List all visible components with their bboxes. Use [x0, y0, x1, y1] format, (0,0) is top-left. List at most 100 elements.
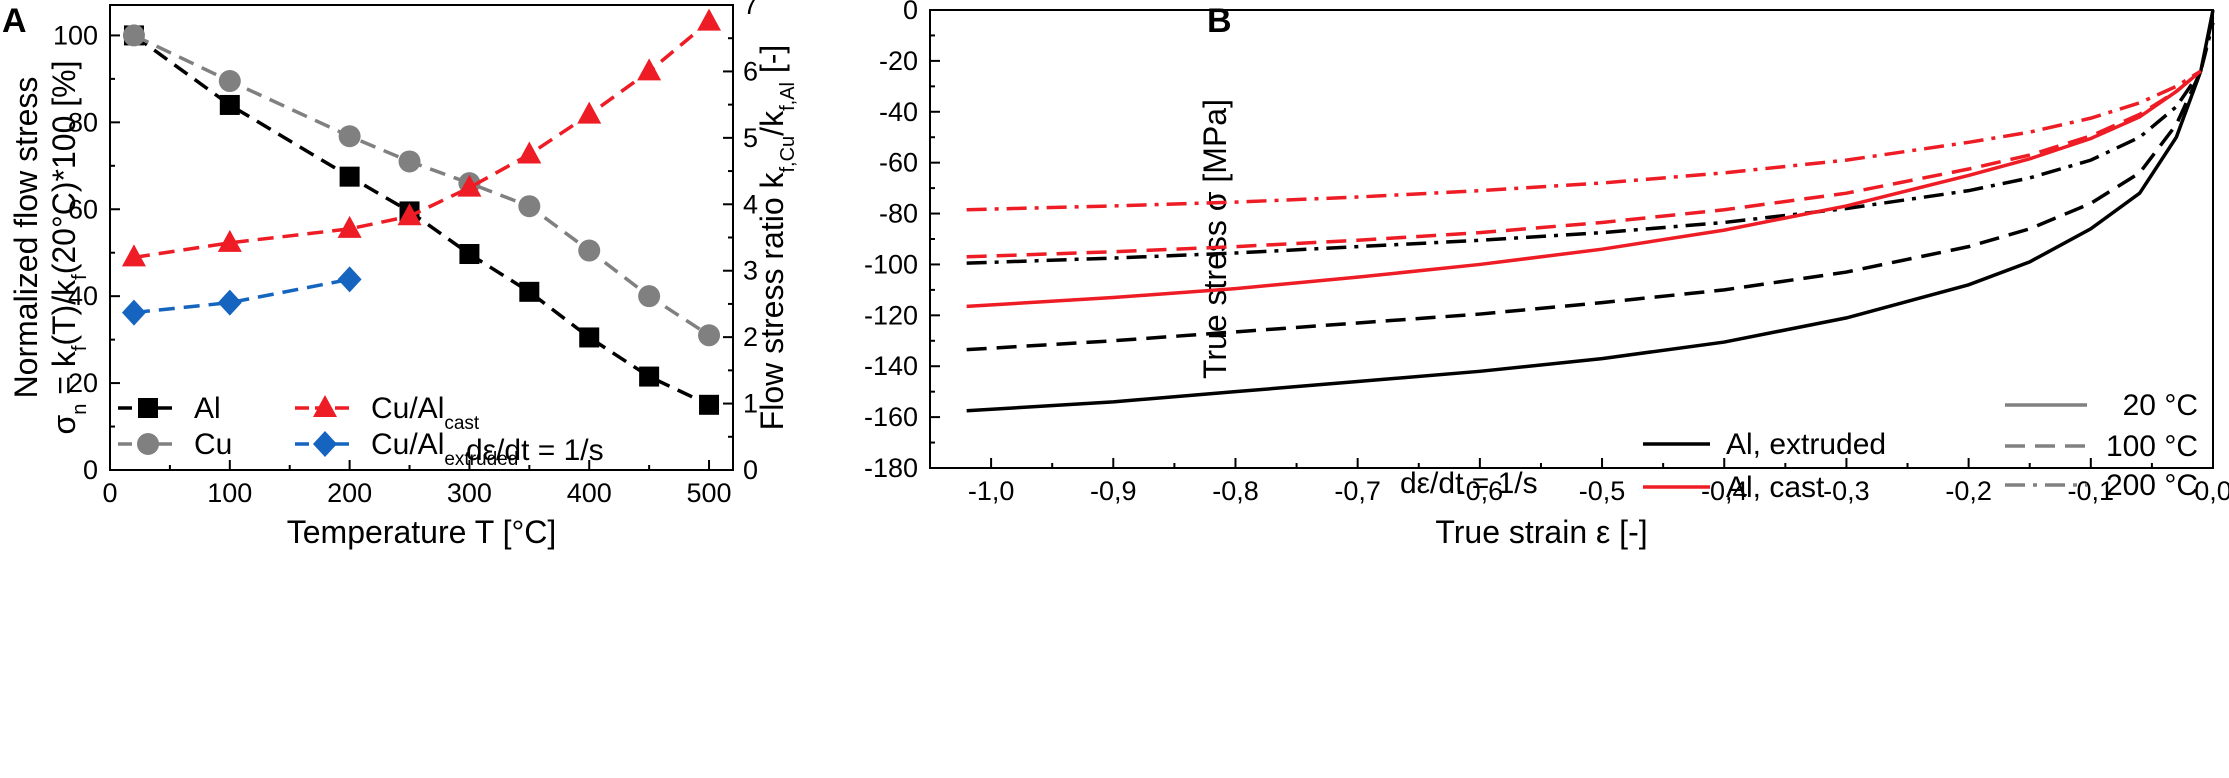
panel-a-y2-tick-label: 1	[743, 389, 758, 419]
panel-a-legend-entry-al: Al	[118, 392, 221, 425]
panel-a-y-tick-label: 40	[68, 281, 98, 311]
panel-a-legend-label: Cu/Alextruded	[371, 428, 518, 470]
panel-a-y-axis-title-part: (20°C)*100 [%]	[46, 61, 82, 275]
panel-b-chart: -1,0 -0,9 -0,8 -0,7 -0,6 -0,5 -0,4 -0,3 -0,2 -0,1…	[864, 0, 2229, 550]
panel-b-x-tick-label: -0,8	[1212, 476, 1259, 506]
panel-a-legend-entry-cu: Cu	[118, 428, 232, 461]
panel-a-data-point	[518, 195, 541, 218]
panel-a-chart: 0 100 200 300 400 500 0 20 40 60 80 100 0 1 2 3 4 5 6 7 Temp…	[8, 0, 799, 550]
panel-a-y-axis-title-part: σ	[46, 415, 82, 435]
panel-b-legend-label: Al, extruded	[1726, 428, 1886, 461]
panel-a-x-tick-label: 300	[447, 478, 492, 508]
panel-a-legend-label-subscript: extruded	[444, 449, 518, 470]
panel-a-legend-label: Al	[194, 392, 221, 425]
panel-a-legend-label-subscript: cast	[444, 413, 480, 434]
panel-b-y-axis-title: True stress σ [MPa]	[1197, 99, 1233, 379]
panel-a-y2-axis-title-subscript: f,Al	[777, 82, 799, 111]
panel-a-y2-axis-title-subscript: f,Cu	[777, 136, 799, 173]
panel-a-y2-tick-label: 7	[743, 0, 758, 20]
panel-b-x-tick-label: -0,7	[1334, 476, 1381, 506]
panel-b-legend-label: 200 °C	[2106, 469, 2198, 502]
panel-a-data-point	[339, 166, 360, 187]
panel-a-data-point	[579, 327, 600, 348]
panel-a-y-axis-title-part: (T)/k	[46, 279, 82, 346]
panel-a-x-tick-label: 0	[102, 478, 117, 508]
panel-a-data-point	[639, 366, 660, 387]
panel-b-x-tick-label: -0,3	[1823, 476, 1870, 506]
panel-a-data-point	[577, 101, 602, 124]
panel-a-series-cu-al-extruded	[121, 266, 362, 326]
panel-a-data-point	[218, 70, 241, 93]
panel-a-y-tick-label: 20	[68, 368, 98, 398]
panel-a-y-tick-label: 80	[68, 107, 98, 137]
panel-a-data-point	[338, 125, 361, 148]
panel-b-frame	[929, 9, 2214, 469]
panel-b-y-tick-label: -100	[864, 249, 918, 279]
panel-b-curve-al-extruded-100-c	[966, 14, 2215, 352]
panel-a-data-point	[517, 141, 542, 164]
panel-b-x-tick-label: -0,4	[1701, 476, 1748, 506]
panel-b-curve-al-cast-100-c	[966, 69, 2202, 259]
panel-a-strain-rate-annotation: dε/dt = 1/s	[466, 434, 604, 467]
panel-b-y-tick-label: -180	[864, 453, 918, 483]
panel-b-y-tick-label: -160	[864, 402, 918, 432]
panel-a-y2-tick-label: 5	[743, 123, 758, 153]
panel-a-y2-tick-label: 3	[743, 256, 758, 286]
panel-b-curve-al-extruded-20-c	[966, 9, 2215, 413]
panel-b-x-tick-label: 0,0	[2194, 476, 2229, 506]
panel-a-data-point	[217, 229, 242, 252]
panel-a-legend-label-main: Al	[194, 392, 221, 425]
panel-a-y-tick-label: 60	[68, 194, 98, 224]
panel-a-data-point	[459, 244, 480, 265]
panel-a-series-line	[133, 20, 711, 260]
panel-a-x-tick-label: 200	[327, 478, 372, 508]
panel-a-x-axis-title: Temperature T [°C]	[287, 514, 557, 550]
panel-a-letter: A	[2, 2, 27, 40]
panel-a-legend-label-main: Cu/Al	[371, 392, 444, 425]
panel-b-letter: B	[1207, 2, 1232, 40]
panel-a-legend-entry-cu-al-extruded: Cu/Alextruded	[295, 428, 518, 470]
panel-a-y-tick-label: 0	[83, 455, 98, 485]
panel-b-curve-al-cast-200-c	[966, 69, 2202, 212]
panel-a-data-point	[638, 285, 661, 308]
panel-b-legend-entry-100-c: 100 °C	[2005, 430, 2198, 463]
panel-a-data-point	[578, 239, 601, 262]
panel-a-y2-axis-title: Flow stress ratio kf,Cu/kf,Al [-]	[754, 45, 799, 431]
panel-a-data-point	[397, 203, 422, 226]
panel-a-x-tick-label: 400	[567, 478, 612, 508]
panel-a-data-point	[519, 281, 540, 302]
panel-a-legend-label-main: Cu/Al	[371, 428, 444, 461]
panel-a-y2-tick-label: 0	[743, 455, 758, 485]
panel-a-data-point	[337, 266, 362, 293]
panel-a-data-point	[637, 58, 662, 81]
panel-a-x-tick-label: 500	[687, 478, 732, 508]
panel-a-data-point	[699, 394, 720, 415]
panel-b-x-tick-label: -0,5	[1579, 476, 1626, 506]
panel-b-y-tick-label: -140	[864, 351, 918, 381]
panel-b-y-tick-label: -40	[879, 97, 918, 127]
panel-a-data-point	[219, 94, 240, 115]
panel-a-series-line	[133, 33, 710, 337]
panel-a-y2-tick-label: 2	[743, 322, 758, 352]
panel-b-x-tick-label: -1,0	[968, 476, 1015, 506]
panel-b-legend-entry-20-c: 20 °C	[2005, 389, 2198, 422]
panel-a-legend-marker	[313, 395, 337, 417]
panel-a-data-point	[698, 324, 721, 347]
panel-a-x-tick-label: 100	[207, 478, 252, 508]
panel-b-legend-entry-al-cast: Al, cast	[1643, 471, 1825, 504]
panel-a-data-point	[121, 244, 146, 267]
panel-a-y-axis-title-subscript: f	[69, 274, 91, 280]
panel-b-y-tick-label: -20	[879, 46, 918, 76]
panel-a-series-cu	[122, 24, 721, 347]
panel-a-y-axis-title-subscript: n	[69, 404, 91, 415]
panel-b-legend-label: 20 °C	[2123, 389, 2198, 422]
panel-a-data-point	[122, 24, 145, 47]
panel-a-data-point	[337, 215, 362, 238]
panel-b-legend-entry-200-c: 200 °C	[2005, 469, 2198, 502]
panel-b-x-tick-label: -0,9	[1090, 476, 1137, 506]
panel-a-data-point	[697, 8, 722, 31]
panel-a-legend-marker	[137, 433, 159, 455]
panel-a-legend-label: Cu/Alcast	[371, 392, 480, 434]
panel-a-y2-tick-label: 4	[743, 189, 758, 219]
panel-a-y2-tick-label: 6	[743, 56, 758, 86]
